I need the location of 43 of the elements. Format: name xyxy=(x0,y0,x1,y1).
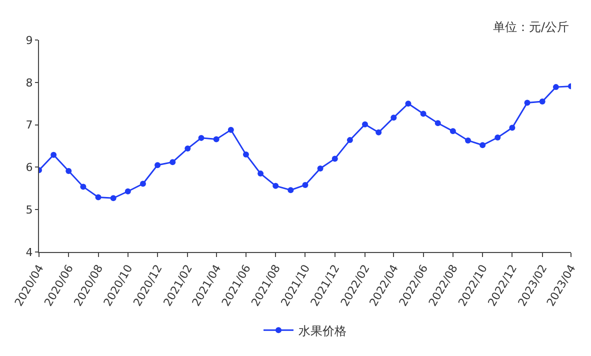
point xyxy=(465,137,471,144)
y-tick-label: 8 xyxy=(26,76,33,90)
point xyxy=(494,134,501,141)
y-tick-label: 5 xyxy=(26,203,33,216)
point xyxy=(228,126,234,133)
point xyxy=(539,98,546,104)
point xyxy=(509,124,516,131)
point xyxy=(450,128,456,134)
point xyxy=(288,187,294,194)
point xyxy=(66,168,72,174)
y-tick-label: 7 xyxy=(26,118,33,132)
point xyxy=(434,120,441,126)
point xyxy=(390,114,397,121)
legend-label: 水果价格 xyxy=(298,324,346,338)
point xyxy=(302,182,308,188)
point xyxy=(480,142,486,148)
y-tick-label: 9 xyxy=(26,34,33,47)
point xyxy=(50,152,57,158)
point xyxy=(258,170,264,177)
point xyxy=(420,110,426,117)
point xyxy=(198,134,204,141)
point xyxy=(124,188,131,194)
y-tick-label: 4 xyxy=(26,246,33,259)
point xyxy=(332,156,338,162)
point xyxy=(272,182,279,189)
point xyxy=(170,159,176,166)
point xyxy=(346,137,353,144)
y-tick-label: 6 xyxy=(26,161,33,174)
point xyxy=(95,194,102,200)
text: 单位：元/公斤 xyxy=(493,20,570,34)
point xyxy=(140,180,146,187)
point xyxy=(80,184,86,190)
point xyxy=(213,136,220,142)
point xyxy=(154,162,161,168)
point xyxy=(184,146,191,152)
point xyxy=(242,151,249,158)
point xyxy=(552,84,559,90)
point xyxy=(362,121,368,128)
point xyxy=(110,195,116,202)
point xyxy=(376,129,382,136)
point xyxy=(405,100,412,107)
point xyxy=(317,165,324,172)
point xyxy=(524,100,530,106)
